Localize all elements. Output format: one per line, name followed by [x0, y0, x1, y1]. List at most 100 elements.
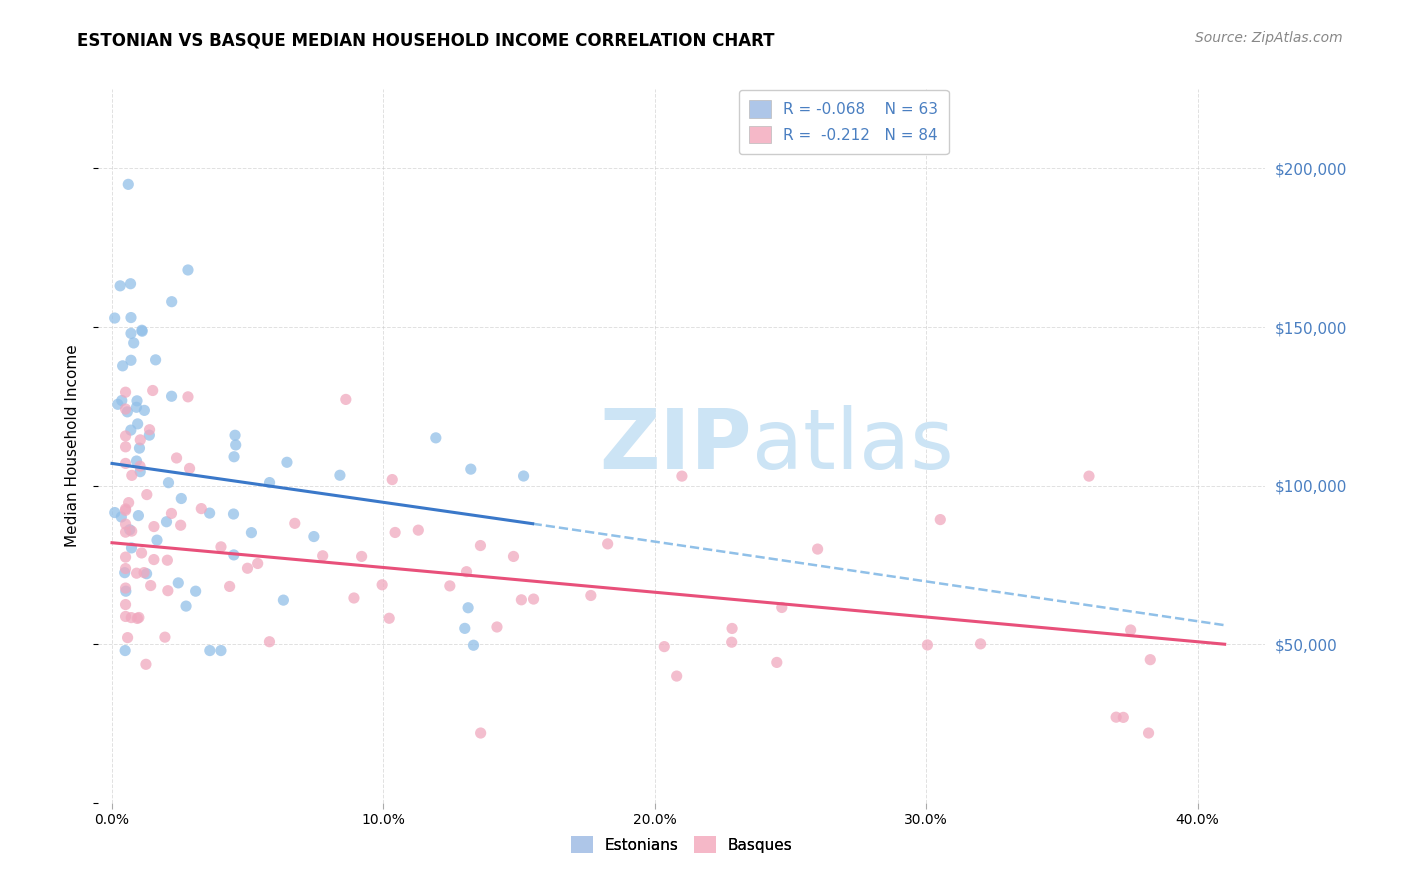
Point — [128, 441, 150, 455]
Point — [156, 583, 179, 598]
Point — [111, 359, 134, 373]
Point — [384, 525, 406, 540]
Point — [198, 506, 221, 520]
Point — [579, 589, 602, 603]
Point — [470, 539, 492, 553]
Point — [114, 440, 136, 454]
Point — [166, 450, 188, 465]
Point — [132, 566, 155, 580]
Point — [127, 417, 149, 431]
Point — [259, 475, 281, 490]
Point — [120, 423, 142, 437]
Point — [121, 468, 143, 483]
Point — [425, 431, 447, 445]
Point — [117, 495, 139, 509]
Point — [114, 561, 136, 575]
Point — [721, 622, 744, 636]
Point — [157, 475, 180, 490]
Point — [125, 454, 148, 468]
Point — [502, 549, 524, 564]
Point — [114, 643, 136, 657]
Point — [125, 401, 148, 415]
Point — [169, 518, 191, 533]
Point — [454, 621, 477, 635]
Point — [969, 637, 991, 651]
Point — [222, 507, 245, 521]
Point — [160, 507, 183, 521]
Point — [408, 523, 430, 537]
Point — [167, 575, 190, 590]
Point — [276, 455, 298, 469]
Point — [120, 326, 142, 341]
Point — [177, 263, 200, 277]
Text: atlas: atlas — [752, 406, 953, 486]
Point — [120, 277, 142, 291]
Point — [127, 611, 149, 625]
Point — [110, 510, 132, 524]
Point — [142, 519, 165, 533]
Legend: Estonians, Basques: Estonians, Basques — [565, 830, 799, 859]
Point — [198, 643, 221, 657]
Point — [142, 552, 165, 566]
Point — [131, 323, 153, 337]
Point — [1078, 469, 1101, 483]
Point — [114, 550, 136, 565]
Point — [456, 565, 478, 579]
Point — [155, 515, 177, 529]
Point — [145, 352, 167, 367]
Point — [190, 501, 212, 516]
Point — [120, 610, 142, 624]
Point — [114, 581, 136, 595]
Point — [720, 635, 742, 649]
Point — [246, 557, 269, 571]
Point — [160, 389, 183, 403]
Point — [156, 553, 179, 567]
Point — [1105, 710, 1128, 724]
Point — [179, 461, 201, 475]
Point — [460, 462, 482, 476]
Point — [273, 593, 295, 607]
Point — [174, 599, 197, 613]
Point — [917, 638, 939, 652]
Point — [134, 403, 156, 417]
Point — [485, 620, 508, 634]
Point — [104, 506, 127, 520]
Point — [343, 591, 366, 605]
Point — [470, 726, 492, 740]
Point — [135, 566, 157, 581]
Point — [114, 503, 136, 517]
Point — [224, 428, 246, 442]
Point — [120, 353, 142, 368]
Point — [135, 657, 157, 672]
Point — [153, 630, 176, 644]
Point — [114, 429, 136, 443]
Point — [335, 392, 357, 407]
Point — [439, 579, 461, 593]
Point — [222, 450, 245, 464]
Text: ESTONIAN VS BASQUE MEDIAN HOUSEHOLD INCOME CORRELATION CHART: ESTONIAN VS BASQUE MEDIAN HOUSEHOLD INCO… — [77, 31, 775, 49]
Point — [114, 525, 136, 540]
Point — [671, 469, 693, 483]
Point — [138, 423, 160, 437]
Point — [1119, 623, 1142, 637]
Point — [510, 592, 533, 607]
Point — [125, 566, 148, 581]
Point — [371, 578, 394, 592]
Point — [1137, 726, 1160, 740]
Point — [121, 524, 143, 538]
Point — [122, 335, 145, 350]
Point — [114, 584, 136, 599]
Point — [131, 546, 153, 560]
Point — [131, 324, 153, 338]
Point — [329, 468, 352, 483]
Point — [107, 397, 129, 411]
Point — [114, 598, 136, 612]
Point — [807, 542, 830, 557]
Point — [114, 402, 136, 417]
Point — [929, 512, 952, 526]
Point — [457, 600, 479, 615]
Point — [114, 566, 136, 580]
Point — [765, 656, 787, 670]
Point — [114, 517, 136, 532]
Point — [665, 669, 688, 683]
